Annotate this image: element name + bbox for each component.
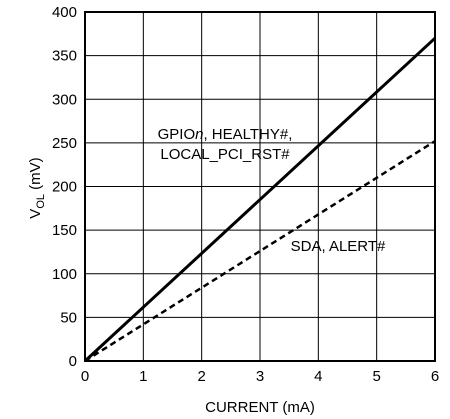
- annotation-gpio-n: n: [195, 126, 203, 143]
- x-tick-label: 6: [431, 368, 439, 385]
- y-tick-labels: 0 50 100 150 200 250 300 350 400: [52, 4, 77, 370]
- y-axis-label-main: V: [27, 209, 44, 219]
- y-tick-label: 50: [60, 309, 77, 326]
- y-tick-label: 300: [52, 91, 77, 108]
- annotation-gpio: GPIO: [158, 126, 196, 143]
- y-axis-label: VOL (mV): [27, 157, 47, 218]
- annotation-healthy: , HEALTHY#,: [203, 126, 292, 143]
- y-axis-label-unit: (mV): [27, 157, 44, 194]
- plot-frame: [84, 11, 436, 362]
- y-tick-label: 0: [69, 353, 77, 370]
- x-tick-label: 1: [139, 368, 147, 385]
- y-axis-label-sub: OL: [35, 194, 47, 209]
- x-axis-label: CURRENT (mA): [205, 399, 315, 416]
- grid: [85, 12, 435, 361]
- x-tick-label: 3: [256, 368, 264, 385]
- x-tick-label: 5: [372, 368, 380, 385]
- series-line-dashed: [84, 140, 436, 363]
- y-tick-label: 250: [52, 135, 77, 152]
- y-tick-label: 200: [52, 179, 77, 196]
- y-tick-label: 400: [52, 4, 77, 21]
- series-group: [83, 37, 437, 363]
- y-tick-label: 350: [52, 48, 77, 65]
- x-tick-labels: 0 1 2 3 4 5 6: [81, 368, 439, 385]
- y-tick-label: 100: [52, 266, 77, 283]
- annotation-solid-line-2: LOCAL_PCI_RST#: [160, 146, 290, 163]
- y-tick-label: 150: [52, 222, 77, 239]
- annotation-dashed-line: SDA, ALERT#: [291, 238, 386, 255]
- x-tick-label: 0: [81, 368, 89, 385]
- series-line-solid: [83, 37, 437, 363]
- x-tick-label: 2: [197, 368, 205, 385]
- x-tick-label: 4: [314, 368, 322, 385]
- annotation-solid-line-1: GPIOn, HEALTHY#,: [158, 126, 293, 143]
